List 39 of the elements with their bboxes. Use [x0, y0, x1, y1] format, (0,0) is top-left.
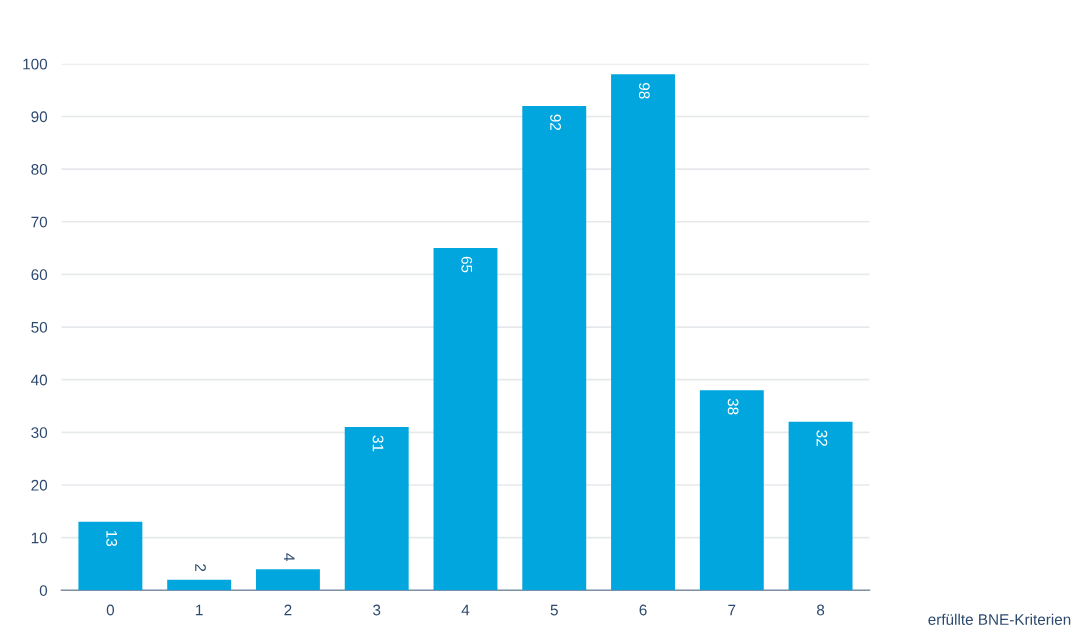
x-axis-title: erfüllte BNE-Kriterien — [928, 613, 1071, 625]
y-tick-label: 20 — [31, 479, 48, 491]
x-tick-label: 8 — [816, 604, 825, 616]
bar — [788, 421, 853, 591]
x-tick-label: 4 — [461, 604, 470, 616]
data-label: 13 — [106, 530, 118, 547]
y-tick-label: 100 — [23, 58, 48, 70]
y-tick-label: 50 — [31, 321, 48, 333]
y-tick-label: 40 — [31, 374, 48, 386]
x-tick-label: 0 — [106, 604, 115, 616]
x-tick-label: 5 — [550, 604, 558, 616]
x-tick-label: 2 — [284, 604, 292, 616]
data-label: 98 — [638, 82, 650, 99]
y-tick-label: 30 — [31, 427, 48, 439]
data-label: 92 — [550, 114, 561, 131]
data-label: 4 — [283, 553, 295, 561]
y-tick-label: 10 — [31, 532, 48, 544]
bar — [433, 248, 498, 591]
x-tick-label: 6 — [639, 604, 647, 616]
bar — [699, 390, 764, 591]
data-label: 31 — [372, 435, 384, 452]
bar — [522, 105, 587, 591]
y-tick-label: 0 — [39, 585, 48, 596]
bar — [344, 427, 409, 591]
y-tick-label: 80 — [31, 163, 48, 175]
x-tick-label: 3 — [373, 604, 381, 616]
bar — [167, 579, 232, 591]
y-tick-label: 90 — [31, 111, 48, 123]
bar — [78, 521, 143, 591]
data-label: 32 — [816, 430, 828, 446]
data-label: 38 — [727, 398, 739, 415]
x-tick-label: 1 — [196, 604, 203, 616]
x-tick-label: 7 — [728, 604, 736, 616]
y-tick-label: 60 — [31, 269, 48, 281]
data-label: 2 — [195, 564, 206, 572]
y-tick-label: 70 — [31, 216, 48, 228]
bar — [255, 569, 320, 591]
bar — [611, 74, 675, 591]
data-label: 65 — [461, 256, 473, 273]
